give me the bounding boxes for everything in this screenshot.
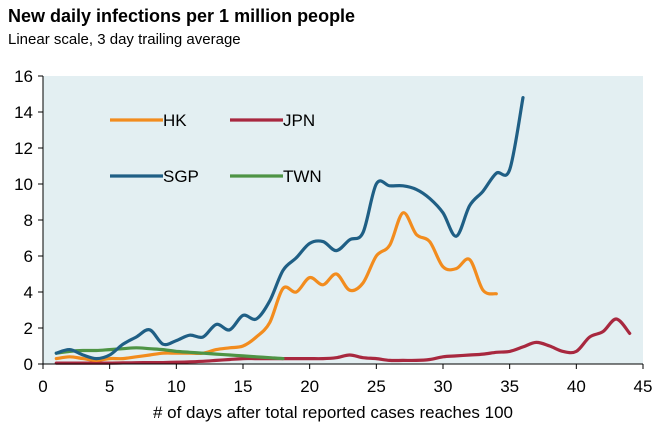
y-tick-label: 14: [14, 103, 33, 122]
legend: HK JPN SGP TWN: [110, 111, 322, 186]
y-tick-label: 10: [14, 175, 33, 194]
y-tick-label: 6: [24, 247, 33, 266]
chart-subtitle: Linear scale, 3 day trailing average: [8, 31, 241, 48]
plot-area: [43, 76, 643, 364]
x-tick-label: 20: [300, 377, 319, 396]
chart-title: New daily infections per 1 million peopl…: [8, 6, 356, 26]
x-tick-label: 45: [634, 377, 653, 396]
x-tick-label: 5: [105, 377, 114, 396]
series-line-jpn: [54, 317, 632, 365]
y-tick-label: 2: [24, 319, 33, 338]
x-tick-label: 25: [367, 377, 386, 396]
x-tick-label: 15: [234, 377, 253, 396]
axes: 0 2 4 6 8 10 12 14 16 0 5 10 15 20 25 30 35 40 45: [14, 67, 652, 396]
series-line-twn: [54, 346, 285, 361]
y-tick-label: 16: [14, 67, 33, 86]
legend-label-sgp: SGP: [163, 167, 199, 186]
x-tick-label: 0: [38, 377, 47, 396]
series-line-hk: [54, 211, 498, 362]
x-tick-label: 40: [567, 377, 586, 396]
y-tick-label: 8: [24, 211, 33, 230]
x-axis-title: # of days after total reported cases rea…: [153, 403, 513, 422]
y-tick-label: 12: [14, 139, 33, 158]
legend-label-twn: TWN: [283, 167, 322, 186]
y-tick-label: 0: [24, 355, 33, 374]
x-tick-label: 35: [500, 377, 519, 396]
legend-label-jpn: JPN: [283, 111, 315, 130]
series-line-sgp: [54, 96, 525, 361]
legend-label-hk: HK: [163, 111, 187, 130]
x-tick-label: 30: [434, 377, 453, 396]
y-tick-label: 4: [24, 283, 33, 302]
series-layer: [54, 96, 632, 365]
x-tick-label: 10: [167, 377, 186, 396]
